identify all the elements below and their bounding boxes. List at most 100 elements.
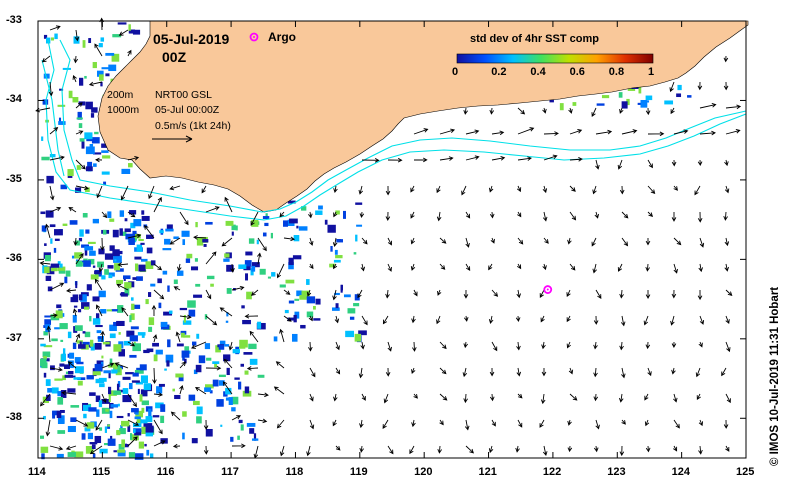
- x-tick-label: 117: [221, 466, 239, 478]
- current-arrow: [412, 341, 417, 352]
- sst-patch: [112, 249, 120, 257]
- current-arrow: [566, 341, 571, 349]
- map-date: 05-Jul-2019: [153, 31, 230, 47]
- current-arrow: [153, 263, 163, 271]
- sst-patch: [340, 284, 343, 291]
- current-arrow: [647, 159, 653, 169]
- current-arrow: [516, 367, 522, 377]
- sst-patch: [256, 239, 259, 245]
- sst-patch: [306, 279, 310, 285]
- sst-patch: [83, 404, 91, 412]
- sst-patch: [103, 443, 109, 446]
- current-arrow: [593, 367, 598, 378]
- sst-patch: [127, 413, 130, 417]
- current-arrow: [696, 393, 701, 401]
- current-arrow: [516, 185, 522, 193]
- sst-patch: [262, 216, 270, 220]
- sst-patch: [129, 315, 132, 323]
- sst-patch: [355, 202, 363, 205]
- current-arrow: [697, 159, 703, 167]
- sst-patch: [85, 229, 90, 234]
- current-arrow: [724, 159, 729, 167]
- current-arrow: [177, 263, 182, 272]
- current-arrow: [567, 445, 573, 453]
- current-arrow: [410, 211, 415, 219]
- current-arrow: [697, 289, 703, 301]
- colorbar-tick-label: 1: [648, 66, 655, 78]
- sst-patch: [78, 237, 83, 242]
- sst-patch: [284, 309, 289, 314]
- sst-patch: [101, 143, 108, 148]
- sst-patch: [117, 305, 124, 313]
- sst-patch: [81, 141, 85, 149]
- sst-patch: [298, 226, 308, 231]
- map-time: 00Z: [162, 49, 187, 65]
- current-arrow: [725, 104, 742, 110]
- sst-patch: [239, 339, 248, 348]
- current-arrow: [279, 328, 285, 343]
- sst-patch: [138, 441, 144, 449]
- current-arrow: [517, 127, 535, 135]
- axis-ticks: [37, 20, 747, 458]
- sst-patch: [131, 380, 140, 383]
- sst-patch: [202, 239, 209, 243]
- x-tick-label: 123: [607, 466, 626, 478]
- current-arrow: [491, 130, 505, 136]
- sst-patch: [125, 233, 135, 240]
- sst-patch: [549, 99, 554, 103]
- current-arrow: [358, 185, 364, 195]
- current-arrow: [385, 289, 390, 299]
- sst-patch: [89, 250, 96, 256]
- sst-patch: [173, 279, 178, 285]
- current-arrow: [205, 365, 222, 371]
- sst-patch: [209, 390, 213, 394]
- current-arrow: [672, 445, 678, 452]
- sst-patch: [119, 210, 125, 217]
- y-tick-label: -37: [6, 331, 22, 344]
- current-arrow: [489, 211, 495, 219]
- sst-patch: [42, 351, 51, 358]
- y-tick-label: -38: [6, 411, 22, 424]
- sst-patch: [108, 390, 117, 396]
- current-arrow: [332, 237, 338, 248]
- sst-patch: [41, 225, 47, 232]
- sst-patch: [226, 264, 234, 272]
- sst-patch: [182, 411, 187, 417]
- current-arrow: [279, 211, 285, 218]
- sst-patch: [243, 264, 251, 271]
- sst-patch: [150, 283, 156, 287]
- sst-patch: [165, 354, 174, 363]
- current-arrow: [73, 55, 79, 64]
- sst-patch: [131, 303, 135, 310]
- current-arrow: [465, 129, 480, 135]
- current-arrow: [95, 157, 103, 163]
- current-arrow: [230, 263, 235, 273]
- sst-patch: [226, 312, 229, 317]
- sst-patch: [92, 265, 96, 268]
- colorbar-tick-label: 0.8: [608, 66, 625, 78]
- sst-patch: [111, 369, 118, 374]
- sst-patch: [113, 450, 117, 453]
- sst-patch: [107, 265, 114, 269]
- sst-patch: [133, 428, 142, 433]
- current-arrow: [723, 81, 729, 91]
- x-tick-label: 120: [414, 466, 433, 478]
- argo-float-marker: [543, 285, 553, 294]
- sst-patch: [83, 260, 91, 267]
- sst-patch: [627, 87, 636, 91]
- sst-patch: [96, 330, 102, 334]
- sst-patch: [86, 422, 95, 429]
- sst-patch: [226, 367, 230, 376]
- current-arrow: [516, 263, 522, 270]
- sst-patch: [118, 349, 126, 357]
- current-arrow: [515, 445, 520, 453]
- sst-patch: [72, 342, 77, 350]
- current-arrow: [335, 367, 341, 375]
- current-arrow: [223, 358, 233, 369]
- sst-patch: [145, 431, 153, 437]
- sst-patch: [57, 430, 66, 434]
- sst-patch: [84, 132, 93, 140]
- sst-patch: [353, 303, 360, 307]
- sst-std-dev-patches: [40, 22, 692, 460]
- y-tick-label: -35: [6, 172, 22, 185]
